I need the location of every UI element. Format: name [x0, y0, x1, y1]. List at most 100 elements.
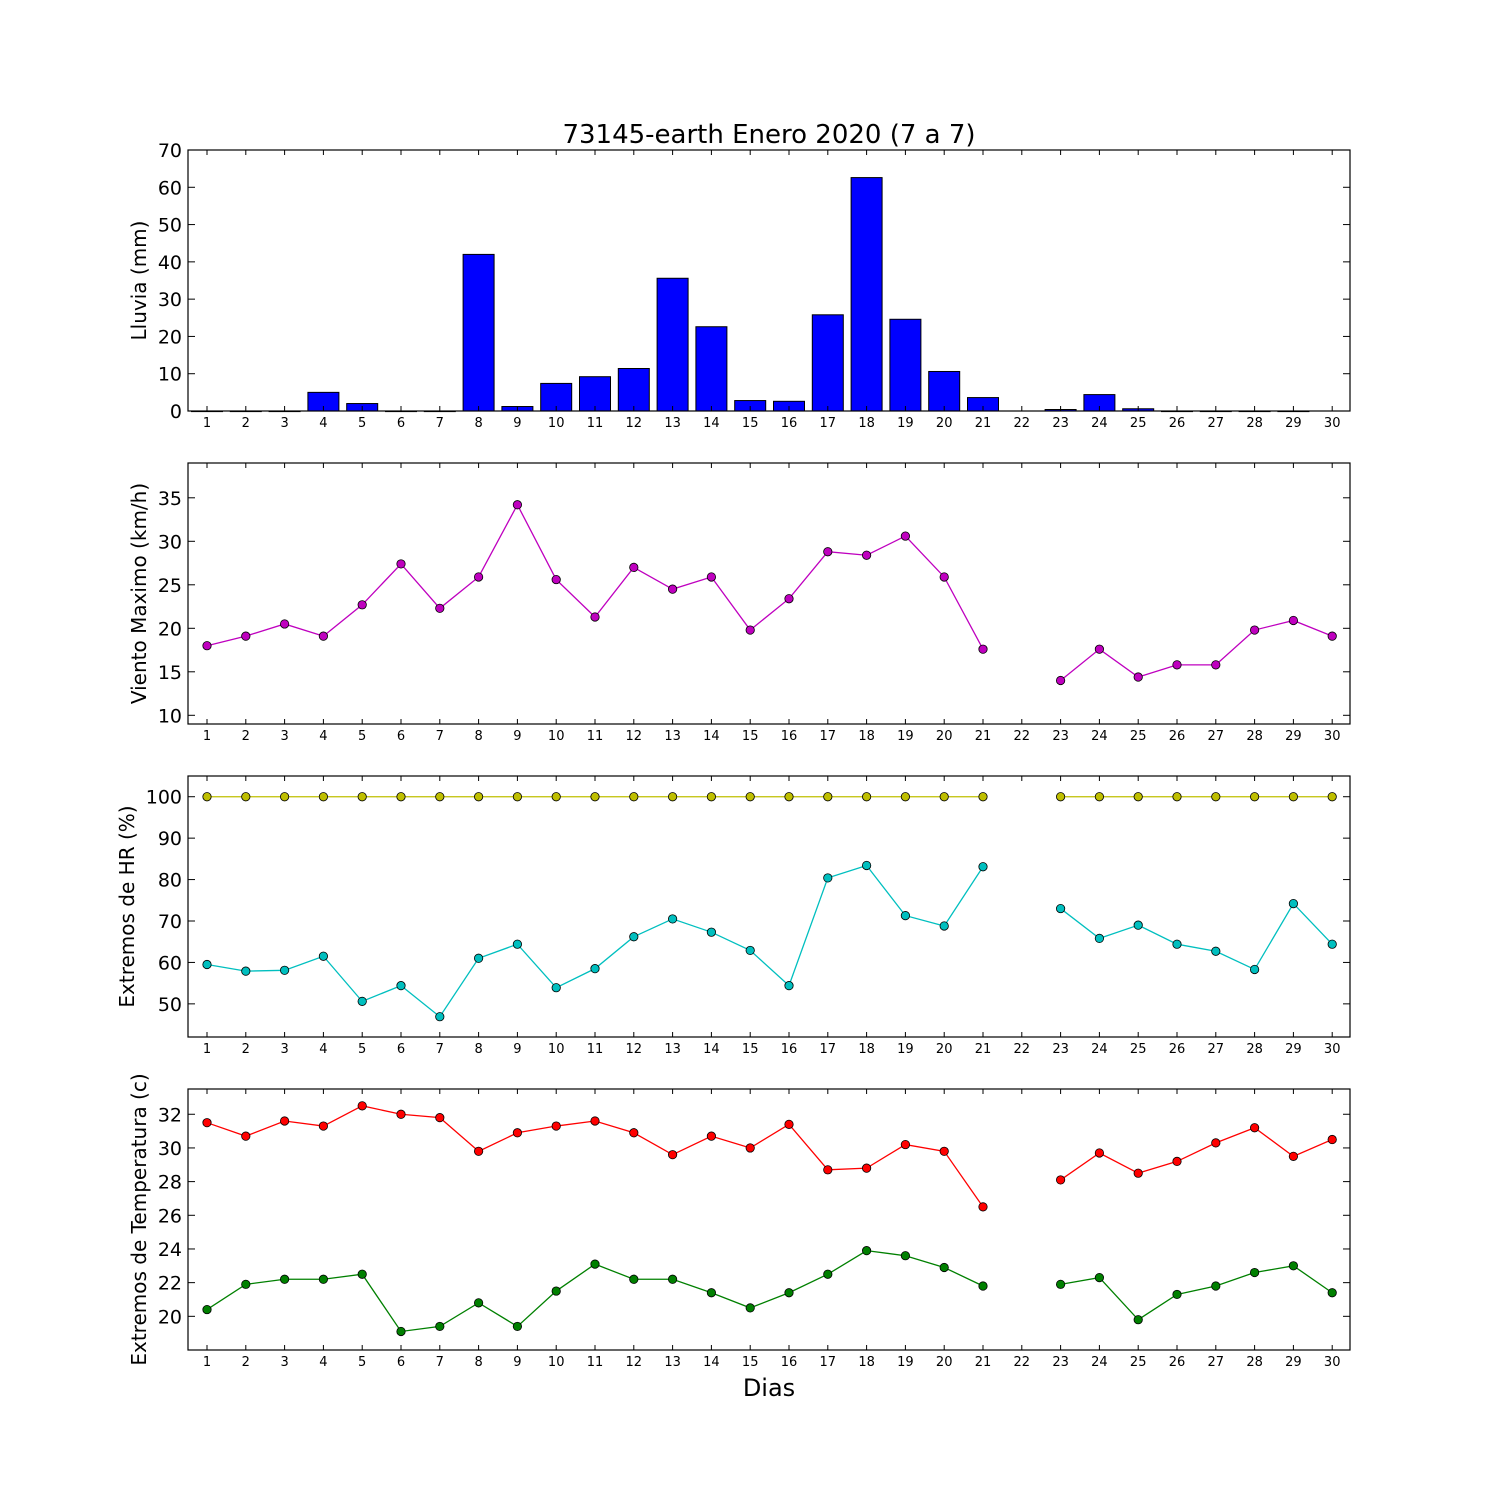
x-tick-label: 14: [703, 416, 720, 431]
x-tick-label: 30: [1324, 729, 1341, 744]
x-tick-label: 17: [820, 1042, 837, 1057]
y-tick-label: 35: [158, 488, 182, 510]
x-tick-label: 10: [548, 729, 565, 744]
x-tick-label: 2: [242, 1355, 250, 1370]
x-tick-label: 24: [1091, 416, 1108, 431]
series-2-point-day-7: [435, 1012, 445, 1022]
series-1-point-day-24: [1094, 644, 1105, 654]
series-1-point-day-3: [279, 1116, 290, 1126]
y-tick-label: 100: [146, 787, 182, 809]
x-tick-label: 12: [626, 729, 643, 744]
series-1-point-day-19: [900, 531, 911, 541]
series-1-point-day-1: [202, 1118, 212, 1128]
series-1-point-day-25: [1133, 792, 1143, 802]
x-tick-label: 12: [626, 1042, 643, 1057]
series-1-point-day-15: [745, 1143, 755, 1153]
bar-day-20: [928, 370, 961, 412]
series-1-point-day-24: [1094, 1148, 1105, 1158]
x-tick-label: 22: [1014, 1042, 1031, 1057]
series-1-point-day-17: [823, 547, 833, 557]
series-1-point-day-29: [1288, 792, 1299, 802]
series-1-point-day-10: [551, 792, 561, 802]
series-1-point-day-8: [473, 572, 484, 582]
x-tick-label: 16: [781, 1042, 798, 1057]
series-1-point-day-14: [706, 572, 717, 582]
series-1-point-day-23: [1056, 1175, 1066, 1185]
x-tick-label: 8: [474, 729, 482, 744]
series-2-point-day-3: [279, 965, 290, 975]
x-tick-label: 17: [820, 416, 837, 431]
x-tick-label: 25: [1130, 729, 1147, 744]
series-1-point-day-30: [1327, 792, 1337, 802]
series-1-point-day-18: [861, 792, 872, 802]
series-2-point-day-5: [357, 996, 367, 1006]
bar-day-18: [850, 177, 883, 412]
y-tick-label: 70: [158, 140, 182, 162]
series-2-point-day-28: [1250, 1267, 1260, 1278]
x-tick-label: 8: [474, 1042, 482, 1057]
x-tick-label: 8: [474, 1355, 482, 1370]
x-tick-label: 19: [897, 1355, 914, 1370]
bar-day-17: [811, 314, 844, 412]
series-1-point-day-19: [900, 1139, 911, 1150]
series-2-point-day-16: [784, 981, 794, 991]
y-tick-label: 90: [158, 828, 182, 850]
series-1-point-day-4: [318, 792, 328, 802]
bar-day-19: [889, 318, 922, 412]
bar-day-13: [656, 277, 689, 412]
series-1-point-day-18: [861, 1163, 872, 1173]
x-tick-label: 7: [436, 1042, 444, 1057]
series-2-point-day-6: [396, 981, 406, 991]
x-tick-label: 28: [1246, 1042, 1263, 1057]
series-2-point-day-6: [396, 1326, 406, 1337]
y-tick-label: 10: [158, 364, 182, 386]
x-tick-label: 23: [1052, 729, 1069, 744]
x-tick-label: 5: [358, 729, 366, 744]
series-2-point-day-18: [861, 1246, 872, 1256]
series-2-point-day-20: [939, 1262, 949, 1273]
series-1-point-day-29: [1288, 615, 1299, 626]
x-tick-label: 15: [742, 416, 759, 431]
x-tick-label: 1: [203, 1042, 211, 1057]
y-tick-label: 70: [158, 911, 182, 933]
x-tick-label: 21: [975, 1042, 992, 1057]
x-tick-label: 14: [703, 729, 720, 744]
x-tick-label: 25: [1130, 1355, 1147, 1370]
x-tick-label: 24: [1091, 1042, 1108, 1057]
series-1-point-day-3: [279, 792, 290, 802]
bar-day-14: [695, 326, 728, 412]
series-2-point-day-11: [590, 1259, 600, 1269]
series-2-point-day-21: [978, 1281, 988, 1291]
x-tick-label: 10: [548, 416, 565, 431]
x-tick-label: 26: [1169, 1355, 1186, 1370]
y-tick-label: 60: [158, 952, 182, 974]
series-1-line: [206, 503, 984, 650]
series-1-point-day-11: [590, 1116, 600, 1126]
series-2-point-day-1: [202, 1304, 212, 1315]
x-tick-label: 6: [397, 1355, 405, 1370]
series-1-point-day-23: [1056, 675, 1066, 686]
y-tick-label: 80: [158, 870, 182, 892]
series-2-point-day-20: [939, 921, 949, 931]
x-tick-label: 10: [548, 1355, 565, 1370]
x-tick-label: 9: [513, 416, 521, 431]
x-tick-label: 28: [1246, 729, 1263, 744]
series-1-point-day-8: [473, 792, 484, 802]
x-tick-label: 17: [820, 1355, 837, 1370]
series-2-point-day-3: [279, 1274, 290, 1284]
series-2-point-day-9: [512, 1321, 523, 1332]
series-1-point-day-6: [396, 1109, 406, 1119]
x-tick-label: 18: [858, 729, 875, 744]
x-tick-label: 4: [319, 1355, 327, 1370]
series-2-point-day-27: [1211, 946, 1221, 956]
x-tick-label: 4: [319, 416, 327, 431]
series-2-point-day-13: [667, 1274, 678, 1284]
x-tick-label: 29: [1285, 1042, 1302, 1057]
series-2-point-day-26: [1172, 939, 1182, 949]
y-tick-label: 50: [158, 215, 182, 237]
series-1-point-day-7: [435, 603, 445, 613]
series-2-point-day-29: [1288, 1261, 1299, 1271]
